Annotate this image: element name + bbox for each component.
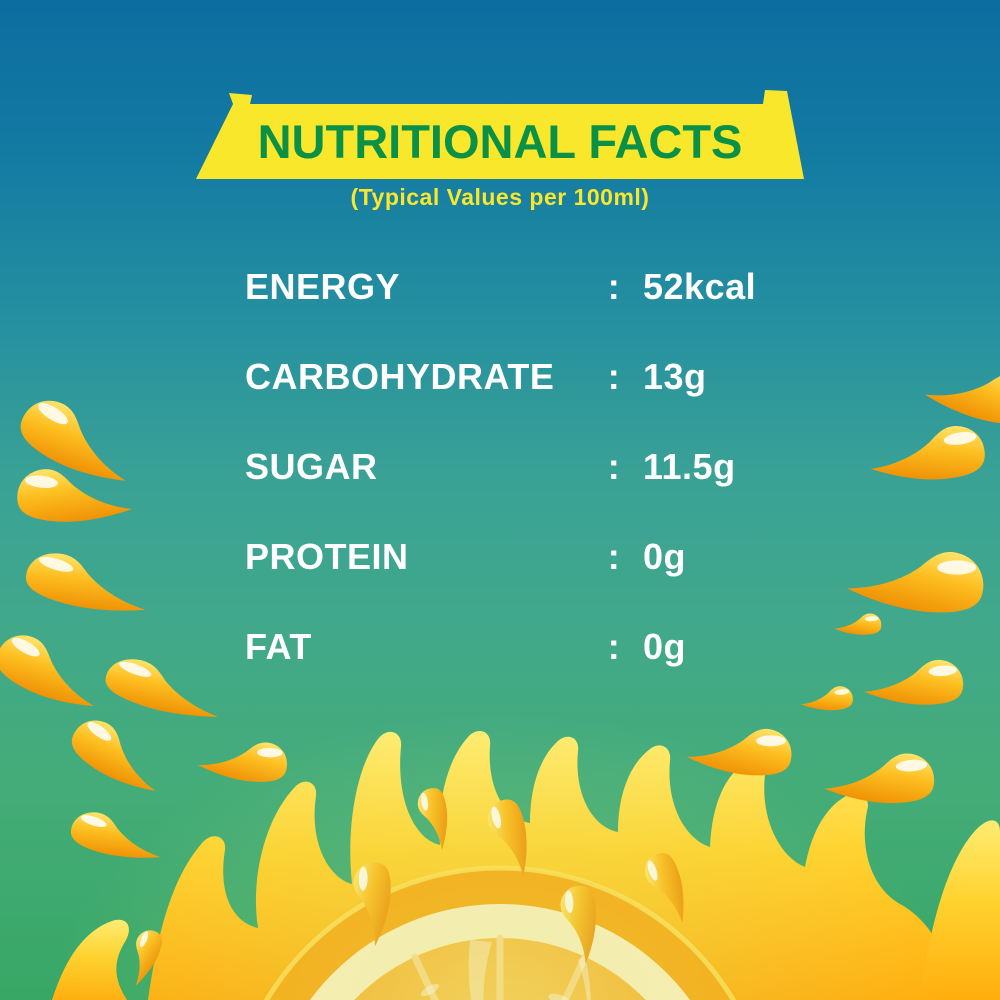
nutrient-value: 52kcal <box>643 266 757 307</box>
nutrient-value: 0g <box>643 626 687 667</box>
serving-subtitle: (Typical Values per 100ml) <box>350 183 650 210</box>
nutrient-value: 11.5g <box>643 446 736 487</box>
colon-separator: : <box>607 356 621 397</box>
nutrition-row-protein: PROTEIN : 0g <box>245 512 785 602</box>
nutrient-label: ENERGY <box>245 266 401 307</box>
nutrient-label: PROTEIN <box>245 536 409 577</box>
colon-separator: : <box>607 536 621 577</box>
nutrition-row-sugar: SUGAR : 11.5g <box>245 422 785 512</box>
nutrition-row-fat: FAT : 0g <box>245 602 785 692</box>
nutrition-row-carbohydrate: CARBOHYDRATE : 13g <box>245 332 785 422</box>
nutrient-label: CARBOHYDRATE <box>245 356 555 397</box>
nutrient-label: SUGAR <box>245 446 378 487</box>
nutrient-value: 0g <box>643 536 687 577</box>
page-title: NUTRITIONAL FACTS <box>257 115 743 168</box>
colon-separator: : <box>607 266 621 307</box>
nutrient-value: 13g <box>643 356 707 397</box>
colon-separator: : <box>607 446 621 487</box>
nutrition-table: ENERGY : 52kcal CARBOHYDRATE : 13g SUGAR… <box>245 242 785 692</box>
nutrient-label: FAT <box>245 626 312 667</box>
ribbon-banner-icon <box>196 90 804 179</box>
colon-separator: : <box>607 626 621 667</box>
nutrition-row-energy: ENERGY : 52kcal <box>245 242 785 332</box>
